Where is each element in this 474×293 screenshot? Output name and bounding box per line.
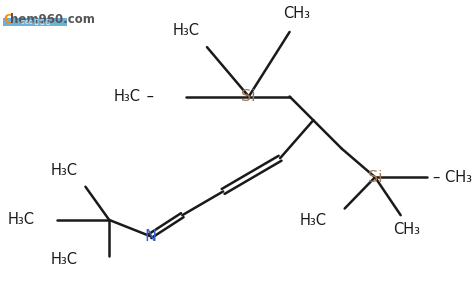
Text: CH₃: CH₃ bbox=[283, 6, 310, 21]
Text: H₃C: H₃C bbox=[51, 252, 78, 267]
Text: H₃C: H₃C bbox=[113, 89, 140, 104]
FancyBboxPatch shape bbox=[3, 18, 67, 26]
Text: Si: Si bbox=[241, 89, 256, 104]
Text: H₃C: H₃C bbox=[173, 23, 200, 38]
Text: Si: Si bbox=[368, 170, 383, 185]
Text: H₃C: H₃C bbox=[8, 212, 35, 227]
Text: N: N bbox=[144, 229, 156, 243]
Text: CH₃: CH₃ bbox=[393, 222, 420, 237]
Text: H₃C: H₃C bbox=[300, 213, 327, 228]
Text: 960 化 工 网: 960 化 工 网 bbox=[21, 19, 50, 25]
Text: hem960.com: hem960.com bbox=[10, 13, 95, 26]
Text: C: C bbox=[4, 13, 12, 26]
Text: H₃C: H₃C bbox=[51, 163, 78, 178]
Text: – CH₃: – CH₃ bbox=[433, 170, 472, 185]
Text: –: – bbox=[142, 89, 155, 104]
